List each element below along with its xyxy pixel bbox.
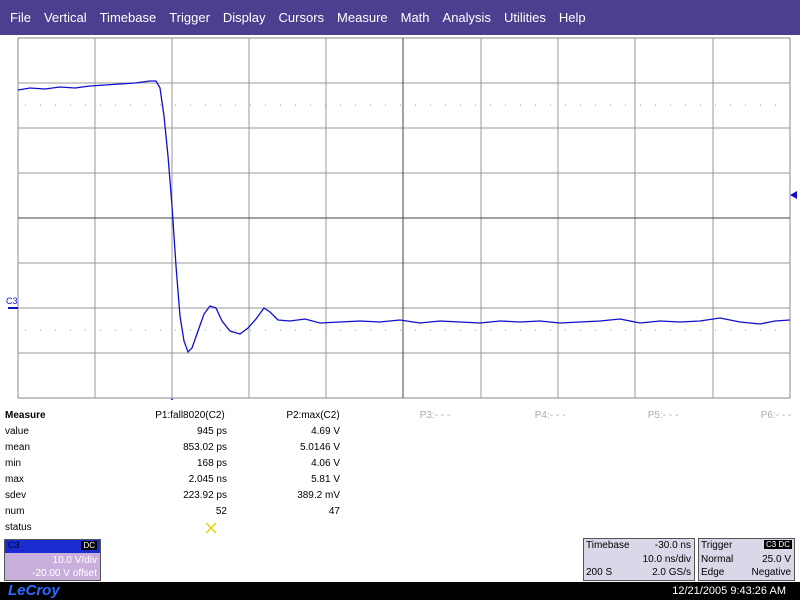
trigger-title: Trigger — [701, 540, 733, 551]
trigger-level-marker — [790, 191, 797, 199]
trigger-source: C3 DC — [763, 540, 792, 549]
measure-row-label: mean — [5, 442, 31, 453]
status-icon — [205, 522, 217, 534]
measure-cell: 4.06 V — [311, 458, 340, 469]
measure-header: P4:- - - — [534, 410, 566, 421]
grid-lines — [18, 38, 790, 398]
brand: LeCroy — [8, 582, 60, 599]
menu-item[interactable]: Display — [222, 10, 266, 25]
channel-header: C3 DC — [5, 540, 100, 553]
channel-box[interactable]: C3 DC 10.0 V/div -20.00 V offset — [4, 539, 101, 581]
center-axes — [18, 38, 790, 398]
timestamp: 12/21/2005 9:43:26 AM — [672, 585, 786, 597]
measure-cell: 223.92 ps — [183, 490, 227, 501]
measure-cell: 389.2 mV — [297, 490, 340, 501]
menu-item[interactable]: Vertical — [43, 10, 87, 25]
trigger-level: 25.0 V — [762, 554, 791, 565]
measure-header: P3:- - - — [419, 410, 451, 421]
measure-cell: 168 ps — [196, 458, 227, 469]
menu-item[interactable]: Timebase — [99, 10, 157, 25]
measure-row-label: max — [5, 474, 24, 485]
measure-cell: 52 — [215, 506, 227, 517]
channel-offset: -20.00 V offset — [32, 568, 97, 579]
menu-item[interactable]: Math — [400, 10, 430, 25]
menu-item[interactable]: Utilities — [503, 10, 546, 25]
channel-name: C3 — [8, 540, 20, 550]
measure-cell: 5.81 V — [311, 474, 340, 485]
menu-item[interactable]: Analysis — [442, 10, 491, 25]
trigger-mode: Normal — [701, 554, 734, 565]
scope-grid: C3 — [6, 37, 797, 400]
menu-item[interactable]: Measure — [337, 10, 388, 25]
menu-item[interactable]: File — [10, 10, 31, 25]
measure-cell: 853.02 ps — [183, 442, 227, 453]
waveform — [17, 80, 791, 354]
measure-header: P6:- - - — [760, 410, 792, 421]
measure-cell: 4.69 V — [311, 426, 340, 437]
measure-row-label: sdev — [5, 490, 27, 501]
menu-bar: File Vertical Timebase Trigger Display Cursor… — [0, 0, 800, 35]
timebase-box[interactable]: Timebase -30.0 ns 10.0 ns/div 200 S 2.0 … — [583, 538, 695, 581]
measure-header[interactable]: P2:max(C2) — [286, 410, 340, 421]
menu-item[interactable]: Trigger — [169, 10, 210, 25]
measure-row-label: min — [5, 458, 22, 469]
measure-row-label: value — [5, 426, 29, 437]
measure-header: P5:- - - — [647, 410, 679, 421]
measure-header[interactable]: P1:fall8020(C2) — [155, 410, 225, 421]
measure-cell: 2.045 ns — [188, 474, 227, 485]
timebase-title: Timebase — [586, 540, 630, 551]
measure-row-label: status — [5, 522, 32, 533]
measure-title: Measure — [5, 410, 46, 421]
timebase-rate: 2.0 GS/s — [652, 567, 691, 578]
trigger-box[interactable]: Trigger C3 DC Normal 25.0 V Edge Negativ… — [698, 538, 795, 581]
footer-bar: LeCroy 12/21/2005 9:43:26 AM — [0, 582, 800, 600]
trigger-slope: Negative — [751, 567, 791, 578]
timebase-samples: 200 S — [586, 567, 613, 578]
timebase-delay: -30.0 ns — [654, 540, 691, 551]
measure-cell: 945 ps — [196, 426, 227, 437]
trigger-time-marker — [170, 398, 174, 400]
menu-item[interactable]: Help — [558, 10, 586, 25]
measure-cell: 47 — [328, 506, 340, 517]
timebase-scale: 10.0 ns/div — [642, 554, 691, 565]
trigger-type: Edge — [701, 567, 725, 578]
channel-scale: 10.0 V/div — [52, 555, 97, 566]
measure-row-label: num — [5, 506, 25, 517]
measure-cell: 5.0146 V — [299, 442, 340, 453]
trace-label: C3 — [6, 296, 18, 306]
menu-item[interactable]: Cursors — [278, 10, 325, 25]
channel-coupling: DC — [81, 541, 97, 550]
